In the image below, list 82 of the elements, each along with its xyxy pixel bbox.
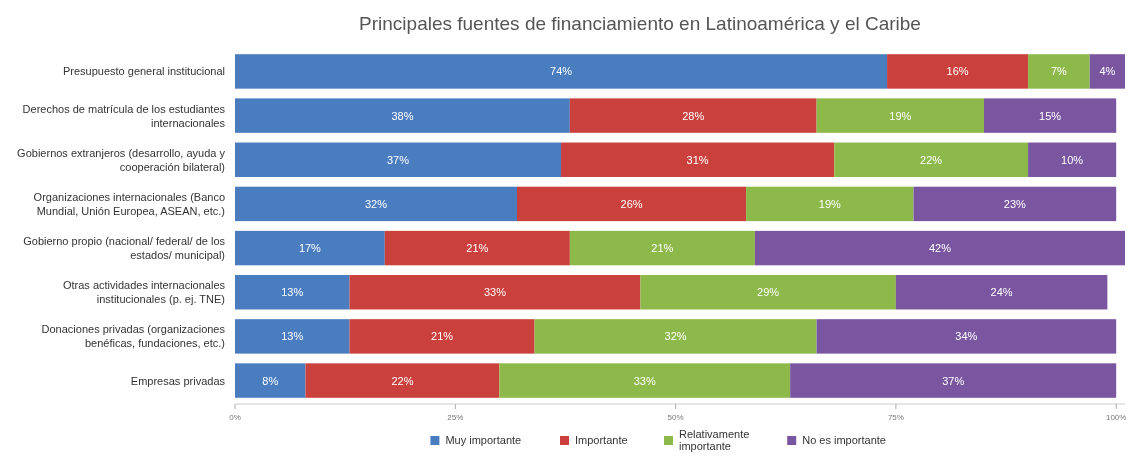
bar bbox=[834, 142, 1029, 177]
bar bbox=[349, 319, 535, 354]
bar bbox=[816, 319, 1117, 354]
data-label: 19% bbox=[889, 109, 912, 122]
data-label: 29% bbox=[757, 286, 780, 299]
y-tick-label: Empresas privadas bbox=[130, 374, 226, 387]
bar bbox=[640, 275, 896, 310]
bar bbox=[235, 363, 306, 398]
bar bbox=[790, 363, 1117, 398]
y-tick-label: Organizaciones internacionales (Banco Mundial, Unión Europea, ASEAN, etc.) bbox=[33, 190, 225, 217]
data-label: 32% bbox=[664, 330, 687, 343]
bar bbox=[887, 54, 1029, 89]
data-label: 21% bbox=[651, 242, 674, 255]
legend-label: Relativamente importante bbox=[679, 428, 750, 452]
bar bbox=[235, 319, 350, 354]
bar bbox=[569, 230, 755, 266]
data-label: 13% bbox=[281, 286, 304, 299]
x-tick-label: 100% bbox=[1105, 413, 1127, 422]
bar bbox=[499, 363, 791, 398]
data-label: 8% bbox=[262, 374, 279, 387]
data-label: 21% bbox=[466, 242, 489, 255]
y-tick-label: Presupuesto general institucional bbox=[62, 65, 225, 78]
bar bbox=[1089, 54, 1125, 89]
data-label: 4% bbox=[1099, 65, 1116, 78]
x-tick-label: 25% bbox=[447, 413, 464, 422]
bar bbox=[384, 230, 570, 266]
legend-label: No es importante bbox=[802, 434, 886, 446]
bar bbox=[305, 363, 500, 398]
bar bbox=[895, 275, 1108, 310]
data-label: 37% bbox=[387, 153, 410, 166]
data-label: 31% bbox=[686, 153, 709, 166]
data-label: 22% bbox=[920, 153, 943, 166]
data-label: 33% bbox=[633, 374, 656, 387]
bar bbox=[534, 319, 817, 354]
y-tick-label: Gobierno propio (nacional/ federal/ de los estados/ municipal) bbox=[23, 235, 226, 262]
data-label: 10% bbox=[1061, 153, 1084, 166]
bar bbox=[235, 142, 562, 177]
legend-label: Muy importante bbox=[445, 434, 522, 446]
y-tick-label: Otras actividades internacionales institucionales (p. ej. TNE) bbox=[62, 279, 226, 306]
data-label: 13% bbox=[281, 330, 304, 343]
x-tick-label: 0% bbox=[229, 413, 241, 422]
bar bbox=[1028, 54, 1090, 89]
data-label: 32% bbox=[364, 197, 388, 210]
y-tick-label: Gobiernos extranjeros (desarrollo, ayuda y cooperación bilateral) bbox=[17, 146, 226, 173]
x-tick-label: 50% bbox=[667, 413, 684, 422]
data-label: 16% bbox=[946, 65, 969, 78]
bar bbox=[913, 186, 1117, 222]
bar bbox=[235, 230, 385, 266]
bar bbox=[235, 186, 517, 222]
data-label: 42% bbox=[928, 242, 952, 255]
bar bbox=[235, 54, 888, 89]
data-label: 23% bbox=[1003, 197, 1027, 210]
legend-label: Importante bbox=[575, 434, 628, 446]
bar bbox=[984, 98, 1117, 133]
data-label: 19% bbox=[818, 197, 842, 210]
x-tick-label: 75% bbox=[887, 413, 904, 422]
chart-title: Principales fuentes de financiamiento en Latinoamérica y el Caribe bbox=[359, 13, 921, 34]
data-label: 33% bbox=[483, 286, 507, 299]
bar bbox=[235, 98, 570, 133]
data-label: 28% bbox=[682, 109, 705, 122]
y-tick-label: Derechos de matrícula de los estudiantes internacionales bbox=[22, 102, 226, 129]
bar bbox=[746, 186, 914, 222]
bar bbox=[569, 98, 817, 133]
data-label: 21% bbox=[431, 330, 454, 343]
bar bbox=[1028, 142, 1117, 177]
data-label: 24% bbox=[990, 286, 1013, 299]
y-tick-label: Donaciones privadas (organizaciones benéficas, fundaciones, etc.) bbox=[41, 323, 226, 350]
data-label: 7% bbox=[1050, 65, 1068, 78]
bar bbox=[516, 186, 747, 222]
bar bbox=[349, 275, 641, 310]
data-label: 37% bbox=[942, 374, 965, 387]
data-label: 34% bbox=[955, 330, 978, 343]
bar bbox=[754, 230, 1125, 266]
data-label: 38% bbox=[391, 109, 414, 122]
bar bbox=[816, 98, 985, 133]
data-label: 74% bbox=[550, 65, 573, 78]
data-label: 26% bbox=[620, 197, 643, 210]
data-label: 17% bbox=[298, 242, 322, 255]
bar bbox=[561, 142, 835, 177]
data-label: 15% bbox=[1039, 109, 1062, 122]
data-label: 22% bbox=[391, 374, 414, 387]
bar bbox=[235, 275, 350, 310]
